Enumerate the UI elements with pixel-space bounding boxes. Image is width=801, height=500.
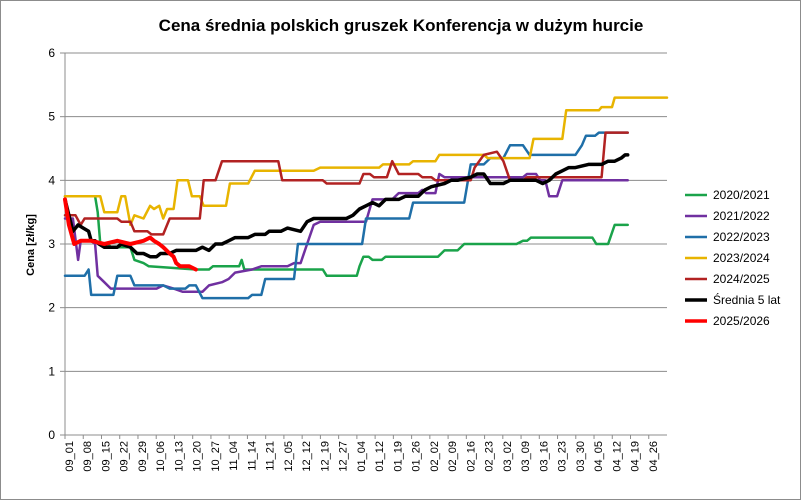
x-tick-label: 02_02 [429,441,441,472]
legend-label-5: Średnia 5 lat [713,292,781,307]
x-tick-label: 09_15 [100,441,112,472]
series-line-2 [63,131,629,300]
x-tick-label: 03_23 [557,441,569,472]
y-tick-label: 0 [48,428,55,442]
x-tick-labels: 09_01 09_08 09_15 09_22 09_29 10_06 10_13 10_20… [64,441,660,472]
y-tick-label: 6 [48,46,55,60]
x-tick-label: 09_29 [137,441,149,472]
x-tick-label: 09_08 [82,441,94,472]
chart-title: Cena średnia polskich gruszek Konferencj… [159,16,644,35]
legend-label-6: 2025/2026 [713,314,770,328]
x-tick-label: 03_16 [538,441,550,472]
x-tick-label: 10_20 [192,441,204,472]
x-tick-label: 01_04 [356,441,368,472]
y-tick-labels: 0 1 2 3 4 5 6 [48,46,55,442]
x-tick-label: 11_04 [228,441,240,471]
x-tick-label: 12_05 [283,441,295,472]
x-tick-label: 12_12 [301,441,313,472]
legend-label-4: 2024/2025 [713,272,770,286]
x-tick-label: 10_13 [173,441,185,472]
x-tick-label: 01_19 [392,441,404,472]
x-tick-label: 03_09 [520,441,532,472]
x-tick-label: 04_05 [593,441,605,472]
x-tick-label: 12_19 [319,441,331,472]
x-tick-label: 04_26 [648,441,660,472]
series-lines [63,96,669,300]
series-line-1 [63,172,629,294]
axes [60,52,667,439]
series-line-6 [63,197,198,272]
legend-label-2: 2022/2023 [713,230,770,244]
legend-label-1: 2021/2022 [713,209,770,223]
legend-label-0: 2020/2021 [713,188,770,202]
x-tick-label: 01_12 [374,441,386,472]
x-tick-label: 12_27 [338,441,350,472]
x-tick-label: 11_21 [265,441,277,471]
x-tick-label: 09_01 [64,441,76,472]
x-tick-label: 10_06 [155,441,167,472]
series-line-4 [63,131,629,236]
x-tick-label: 04_12 [611,441,623,472]
x-tick-label: 11_14 [246,441,258,471]
y-tick-label: 5 [48,110,55,124]
x-tick-label: 03_02 [502,441,514,472]
x-tick-label: 02_23 [484,441,496,472]
legend-label-3: 2023/2024 [713,251,770,265]
y-tick-label: 3 [48,237,55,251]
legend: 2020/2021 2021/2022 2022/2023 2023/2024 2024… [685,188,781,328]
x-tick-label: 09_22 [119,441,131,472]
y-axis-label: Cena [zł/kg] [25,214,37,276]
x-tick-label: 01_26 [411,441,423,472]
y-tick-label: 1 [48,364,55,378]
x-tick-label: 02_16 [465,441,477,472]
grid-lines [65,52,667,372]
series-line-3 [63,96,669,227]
x-tick-label: 10_27 [210,441,222,472]
x-tick-label: 04_19 [630,441,642,472]
x-tick-label: 03_30 [575,441,587,472]
x-tick-label: 02_09 [447,441,459,472]
y-tick-label: 4 [48,173,55,187]
y-tick-label: 2 [48,301,55,315]
series-line-5 [63,153,630,259]
